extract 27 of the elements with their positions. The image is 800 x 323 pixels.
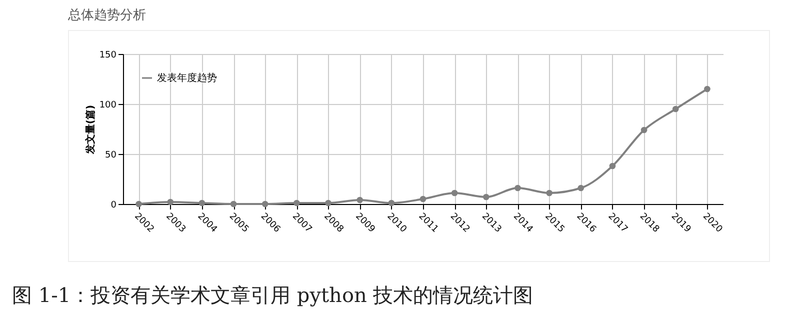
caption: 图 1-1：投资有关学术文章引用 python 技术的情况统计图 [12, 282, 534, 309]
y-axis-title: 发文量(篇) [84, 104, 96, 156]
point [482, 194, 490, 200]
point [325, 200, 332, 206]
point [230, 200, 237, 208]
point [356, 196, 364, 204]
point [451, 190, 458, 196]
y-tick-label: 50 [105, 150, 117, 160]
point [136, 200, 142, 208]
point [578, 184, 584, 192]
chart-title: 总体趋势分析 [68, 7, 146, 24]
point [546, 190, 552, 196]
point [198, 200, 206, 206]
point [704, 86, 710, 92]
point [420, 196, 426, 202]
point [294, 200, 300, 206]
point [167, 198, 174, 206]
point [672, 106, 679, 112]
y-tick-label: 100 [99, 100, 117, 110]
legend-label: 发表年度趋势 [157, 72, 217, 84]
y-tick-label: 150 [99, 50, 117, 60]
point [640, 126, 648, 134]
y-tick-label: 0 [110, 200, 117, 210]
point [262, 200, 268, 208]
point [388, 200, 395, 206]
point [514, 184, 521, 192]
point [609, 162, 616, 170]
